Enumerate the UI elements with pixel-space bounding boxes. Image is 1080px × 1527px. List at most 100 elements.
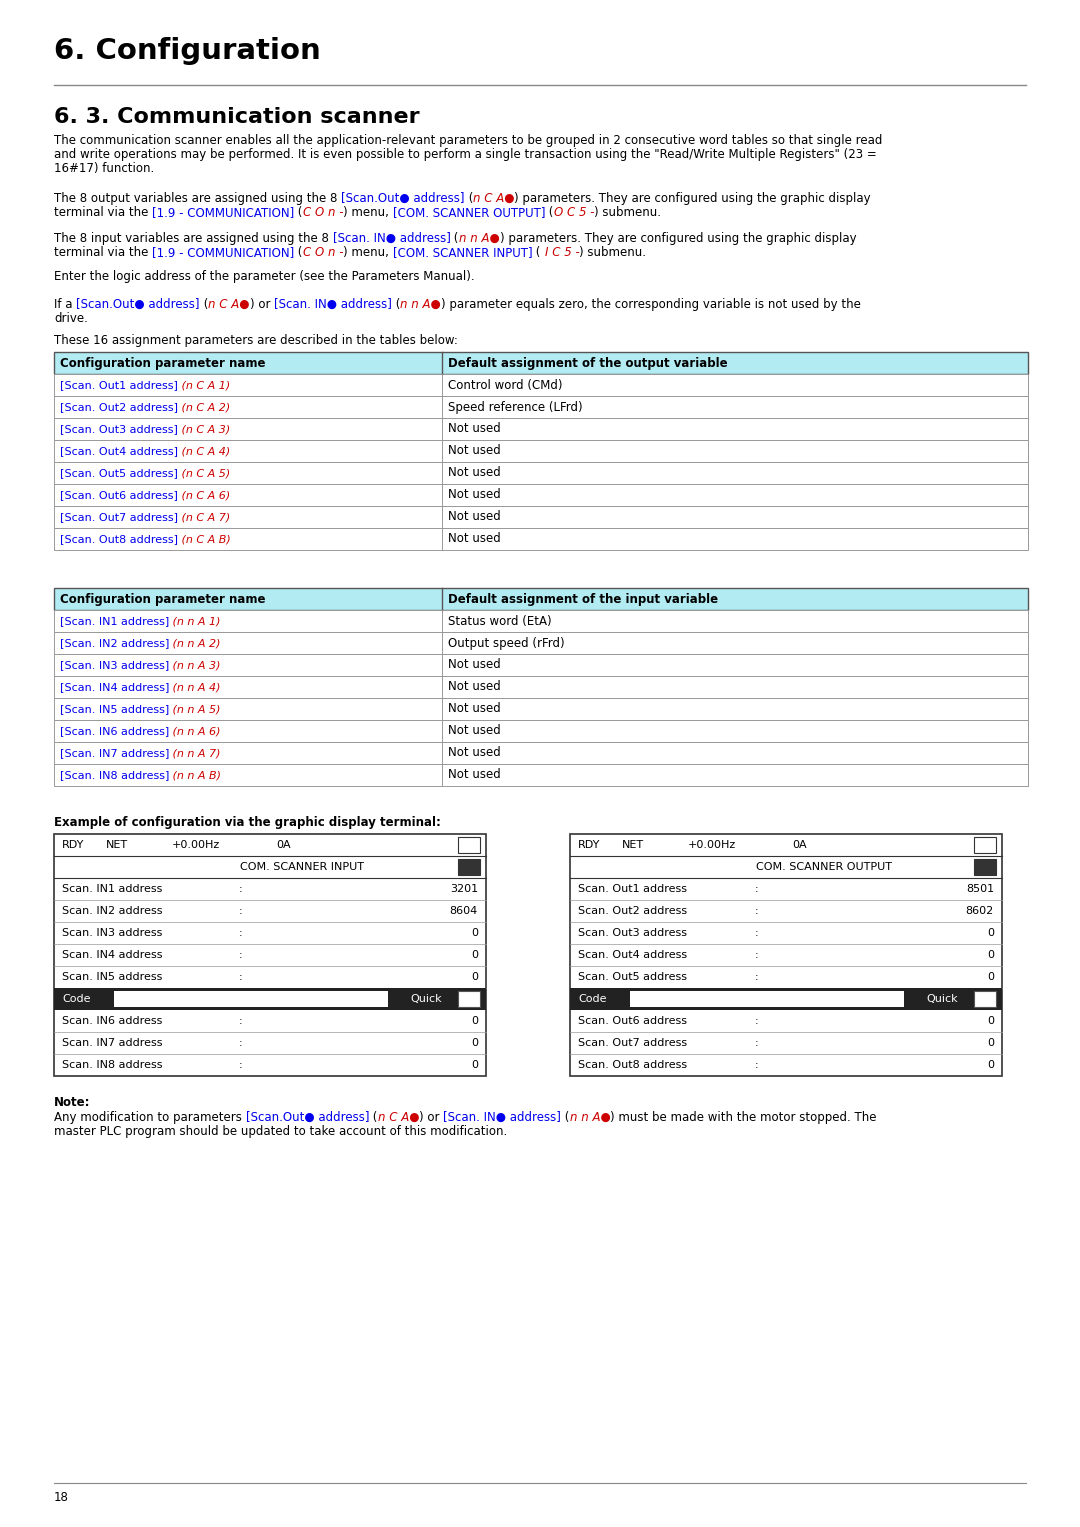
- Text: [Scan. IN● address]: [Scan. IN● address]: [443, 1112, 562, 1124]
- Text: 0: 0: [471, 1060, 478, 1070]
- Text: :: :: [239, 1060, 243, 1070]
- Text: 0: 0: [987, 928, 994, 938]
- Text: (n n A 6): (n n A 6): [170, 725, 220, 736]
- Text: 0: 0: [471, 973, 478, 982]
- Text: The 8 input variables are assigned using the 8: The 8 input variables are assigned using…: [54, 232, 333, 244]
- Bar: [570, 988, 1002, 1009]
- Text: Not used: Not used: [448, 489, 501, 501]
- Bar: [570, 834, 1002, 1077]
- Text: :: :: [755, 906, 758, 916]
- Text: 0: 0: [987, 950, 994, 960]
- Text: :: :: [239, 950, 243, 960]
- Text: RDY: RDY: [578, 840, 600, 851]
- Text: terminal via the: terminal via the: [54, 206, 152, 218]
- Text: Scan. IN8 address: Scan. IN8 address: [62, 1060, 162, 1070]
- Text: Scan. Out1 address: Scan. Out1 address: [578, 884, 687, 893]
- Text: Scan. IN6 address: Scan. IN6 address: [62, 1015, 162, 1026]
- Bar: [54, 374, 1028, 395]
- Text: (n n A 2): (n n A 2): [170, 638, 221, 647]
- Text: ) parameters. They are configured using the graphic display: ) parameters. They are configured using …: [500, 232, 856, 244]
- Text: n n A●: n n A●: [459, 232, 500, 244]
- Text: (n C A 4): (n C A 4): [178, 446, 230, 457]
- Text: Status word (EtA): Status word (EtA): [448, 614, 552, 628]
- Text: 0: 0: [471, 1038, 478, 1048]
- Text: Scan. Out8 address: Scan. Out8 address: [578, 1060, 687, 1070]
- Text: ✓: ✓: [980, 993, 990, 1005]
- Text: Not used: Not used: [448, 533, 501, 545]
- Text: (n C A 7): (n C A 7): [178, 512, 230, 522]
- Text: The communication scanner enables all the application-relevant parameters to be : The communication scanner enables all th…: [54, 134, 882, 147]
- Text: ) parameters. They are configured using the graphic display: ) parameters. They are configured using …: [514, 192, 872, 205]
- Text: (n n A 7): (n n A 7): [170, 748, 221, 757]
- Text: ) or: ) or: [249, 298, 274, 312]
- Text: (n n A 5): (n n A 5): [170, 704, 220, 715]
- Text: Not used: Not used: [448, 681, 501, 693]
- Bar: [54, 528, 1028, 550]
- Text: (n C A B): (n C A B): [178, 534, 231, 544]
- Text: Scan. Out3 address: Scan. Out3 address: [578, 928, 687, 938]
- Text: NET: NET: [622, 840, 644, 851]
- Text: 6. Configuration: 6. Configuration: [54, 37, 321, 66]
- Text: Scan. Out4 address: Scan. Out4 address: [578, 950, 687, 960]
- Text: Scan. IN5 address: Scan. IN5 address: [62, 973, 162, 982]
- Bar: [974, 860, 996, 875]
- Text: [Scan. IN8 address]: [Scan. IN8 address]: [60, 770, 170, 780]
- Text: :: :: [755, 973, 758, 982]
- Text: :: :: [755, 1015, 758, 1026]
- Text: Scan. Out7 address: Scan. Out7 address: [578, 1038, 687, 1048]
- Text: Scan. IN3 address: Scan. IN3 address: [62, 928, 162, 938]
- Text: Scan. Out6 address: Scan. Out6 address: [578, 1015, 687, 1026]
- Text: Not used: Not used: [448, 724, 501, 738]
- Text: 0: 0: [471, 950, 478, 960]
- Text: :: :: [755, 928, 758, 938]
- Text: (: (: [450, 232, 459, 244]
- Text: n C A●: n C A●: [473, 192, 514, 205]
- Bar: [54, 418, 1028, 440]
- Text: drive.: drive.: [54, 312, 87, 325]
- Text: 6. 3. Communication scanner: 6. 3. Communication scanner: [54, 107, 420, 127]
- Text: +0.00Hz: +0.00Hz: [688, 840, 737, 851]
- Text: COM. SCANNER OUTPUT: COM. SCANNER OUTPUT: [756, 863, 892, 872]
- Text: [Scan.Out● address]: [Scan.Out● address]: [341, 192, 464, 205]
- Text: 18: 18: [54, 1490, 69, 1504]
- Text: Scan. IN1 address: Scan. IN1 address: [62, 884, 162, 893]
- Bar: [630, 991, 904, 1006]
- Bar: [54, 588, 1028, 609]
- Text: Note:: Note:: [54, 1096, 91, 1109]
- Bar: [458, 991, 480, 1006]
- Text: [Scan. IN1 address]: [Scan. IN1 address]: [60, 615, 170, 626]
- Text: Enter the logic address of the parameter (see the Parameters Manual).: Enter the logic address of the parameter…: [54, 270, 474, 282]
- Text: [Scan. IN7 address]: [Scan. IN7 address]: [60, 748, 170, 757]
- Text: NET: NET: [106, 840, 129, 851]
- Text: If a: If a: [54, 298, 77, 312]
- Bar: [458, 860, 480, 875]
- Text: [Scan. Out7 address]: [Scan. Out7 address]: [60, 512, 178, 522]
- Text: [Scan. Out4 address]: [Scan. Out4 address]: [60, 446, 178, 457]
- Text: (n C A 3): (n C A 3): [178, 425, 230, 434]
- Text: (: (: [392, 298, 400, 312]
- Text: [COM. SCANNER INPUT]: [COM. SCANNER INPUT]: [393, 246, 532, 260]
- Text: 16#17) function.: 16#17) function.: [54, 162, 154, 176]
- Text: 8501: 8501: [966, 884, 994, 893]
- Text: :: :: [239, 884, 243, 893]
- Text: n n A●: n n A●: [400, 298, 441, 312]
- Bar: [54, 609, 1028, 632]
- Text: ) parameter equals zero, the corresponding variable is not used by the: ) parameter equals zero, the correspondi…: [441, 298, 861, 312]
- Bar: [54, 764, 1028, 786]
- Text: C O n -: C O n -: [302, 206, 343, 218]
- Text: Scan. IN4 address: Scan. IN4 address: [62, 950, 162, 960]
- Text: Not used: Not used: [448, 423, 501, 435]
- Text: (: (: [532, 246, 544, 260]
- Bar: [54, 440, 1028, 463]
- Text: Not used: Not used: [448, 467, 501, 479]
- Text: (: (: [295, 246, 302, 260]
- Text: The 8 output variables are assigned using the 8: The 8 output variables are assigned usin…: [54, 192, 341, 205]
- Text: 0: 0: [471, 928, 478, 938]
- Text: [Scan. IN● address]: [Scan. IN● address]: [274, 298, 392, 312]
- Text: [Scan. IN5 address]: [Scan. IN5 address]: [60, 704, 170, 715]
- Text: [Scan. IN3 address]: [Scan. IN3 address]: [60, 660, 170, 670]
- Text: 0: 0: [987, 973, 994, 982]
- Text: [Scan. Out2 address]: [Scan. Out2 address]: [60, 402, 178, 412]
- Text: (n C A 6): (n C A 6): [178, 490, 230, 499]
- Text: I C 5 -: I C 5 -: [544, 246, 579, 260]
